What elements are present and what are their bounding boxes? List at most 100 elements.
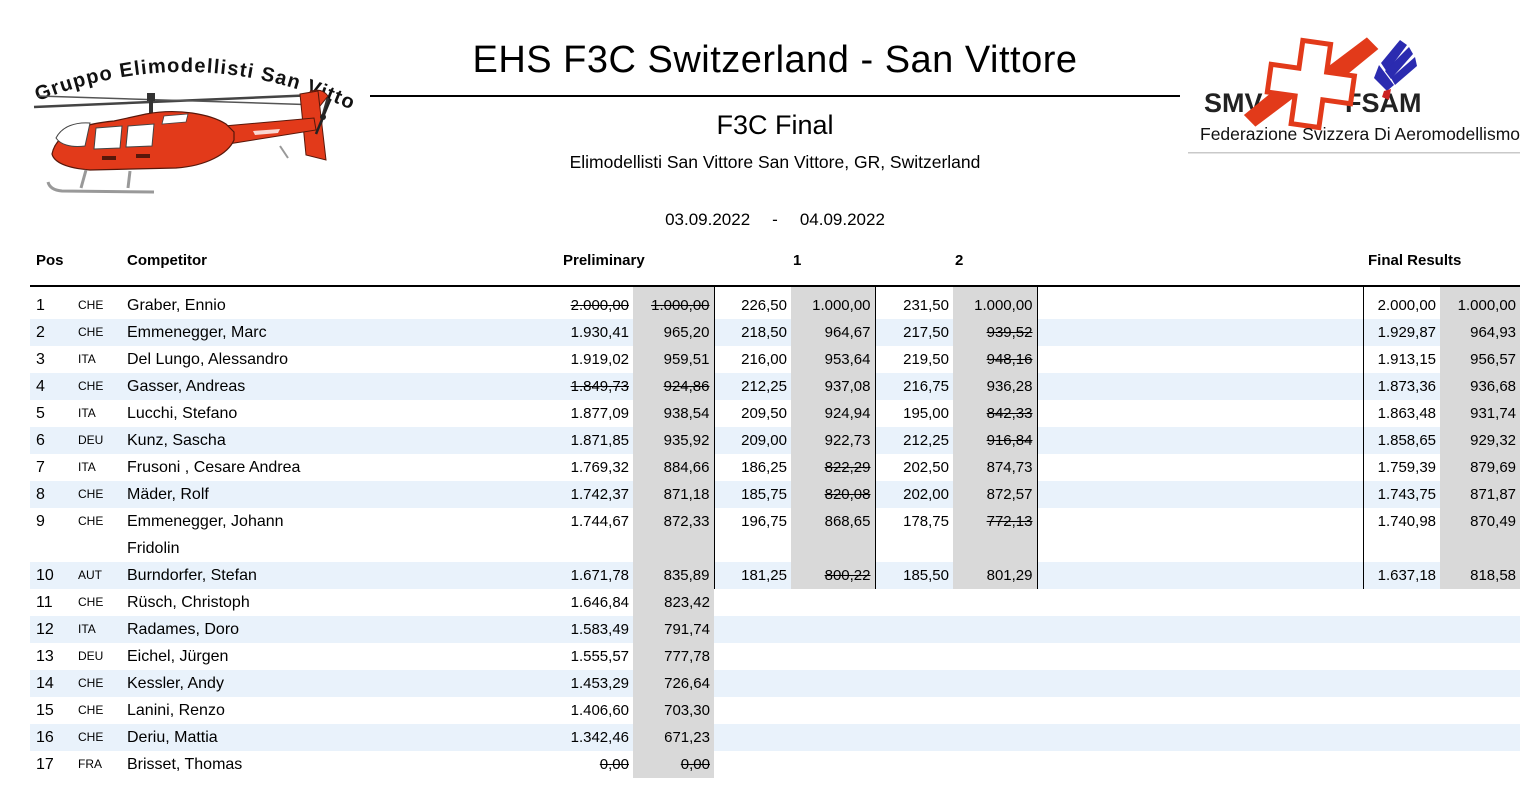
score-cell: 801,29 bbox=[953, 562, 1038, 589]
results-table: Pos Competitor Preliminary 1 2 Final Res… bbox=[30, 246, 1521, 778]
position-cell: 7 bbox=[36, 459, 45, 476]
score-cell: 1.877,09 bbox=[570, 405, 629, 422]
spacer-cell bbox=[1037, 481, 1363, 508]
competitor-name-cell: Emmenegger, Marc bbox=[127, 324, 267, 341]
position-cell: 15 bbox=[36, 702, 54, 719]
table-row: 3 ITA Del Lungo, Alessandro 1.919,02 959,51 2… bbox=[30, 346, 1521, 373]
score-cell bbox=[875, 643, 953, 670]
score-cell bbox=[953, 616, 1037, 643]
score-cell: 872,57 bbox=[953, 481, 1038, 508]
score-cell: 931,74 bbox=[1440, 400, 1521, 427]
title-rule bbox=[370, 94, 1180, 97]
score-cell: 820,08 bbox=[791, 481, 876, 508]
score-cell bbox=[875, 724, 953, 751]
score-cell: 703,30 bbox=[633, 697, 714, 724]
country-cell: CHE bbox=[78, 298, 104, 312]
score-cell bbox=[791, 643, 875, 670]
score-cell: 202,50 bbox=[903, 459, 949, 476]
col-header-final-results: Final Results bbox=[1363, 246, 1521, 287]
score-cell: 818,58 bbox=[1440, 562, 1521, 589]
score-cell: 924,86 bbox=[633, 373, 715, 400]
score-cell: 2.000,00 bbox=[1362, 286, 1440, 319]
spacer-cell bbox=[1037, 508, 1363, 562]
competitor-name-cell: Mäder, Rolf bbox=[127, 486, 209, 503]
score-cell: 185,75 bbox=[741, 486, 787, 503]
score-cell: 1.871,85 bbox=[570, 432, 629, 449]
score-cell: 212,25 bbox=[903, 432, 949, 449]
score-cell: 1.858,65 bbox=[1362, 427, 1440, 454]
table-row: 5 ITA Lucchi, Stefano 1.877,09 938,54 209,50 9… bbox=[30, 400, 1521, 427]
score-cell: 938,54 bbox=[633, 400, 715, 427]
spacer-cell bbox=[1037, 427, 1363, 454]
score-cell bbox=[953, 589, 1037, 616]
score-cell bbox=[791, 670, 875, 697]
score-cell bbox=[791, 724, 875, 751]
spacer-cell bbox=[1037, 697, 1363, 724]
score-cell: 964,67 bbox=[791, 319, 876, 346]
table-row: 2 CHE Emmenegger, Marc 1.930,41 965,20 218,50… bbox=[30, 319, 1521, 346]
score-cell: 1.759,39 bbox=[1362, 454, 1440, 481]
results-table-body: 1 CHE Graber, Ennio 2.000,00 1.000,00 226,50 1… bbox=[30, 286, 1521, 778]
score-cell: 937,08 bbox=[791, 373, 876, 400]
table-row: 15 CHE Lanini, Renzo 1.406,60 703,30 bbox=[30, 697, 1520, 724]
table-row: 10 AUT Burndorfer, Stefan 1.671,78 835,89 181… bbox=[30, 562, 1521, 589]
score-cell bbox=[953, 670, 1037, 697]
score-cell: 929,32 bbox=[1440, 427, 1521, 454]
position-cell: 8 bbox=[36, 486, 45, 503]
score-cell: 212,25 bbox=[741, 378, 787, 395]
table-row: 4 CHE Gasser, Andreas 1.849,73 924,86 212,25 9… bbox=[30, 373, 1521, 400]
score-cell: 1.000,00 bbox=[633, 286, 715, 319]
spacer-cell bbox=[1037, 751, 1363, 778]
table-row: 9 CHE Emmenegger, Johann Fridolin 1.744,67 8… bbox=[30, 508, 1521, 562]
score-cell bbox=[1363, 724, 1440, 751]
position-cell: 1 bbox=[36, 297, 45, 314]
table-row: 11 CHE Rüsch, Christoph 1.646,84 823,42 bbox=[30, 589, 1520, 616]
date-from: 03.09.2022 bbox=[665, 209, 751, 229]
score-cell: 1.913,15 bbox=[1362, 346, 1440, 373]
competitor-name-cell: Del Lungo, Alessandro bbox=[127, 351, 288, 368]
competitor-name-cell: Deriu, Mattia bbox=[127, 729, 218, 746]
position-cell: 3 bbox=[36, 351, 45, 368]
date-separator: - bbox=[772, 209, 778, 229]
position-cell: 2 bbox=[36, 324, 45, 341]
event-subtitle: F3C Final bbox=[716, 109, 834, 140]
score-cell: 879,69 bbox=[1440, 454, 1521, 481]
score-cell: 726,64 bbox=[633, 670, 714, 697]
score-cell: 1.342,46 bbox=[570, 729, 629, 746]
position-cell: 13 bbox=[36, 648, 54, 665]
score-cell: 216,00 bbox=[741, 351, 787, 368]
score-cell bbox=[1363, 589, 1440, 616]
score-cell: 0,00 bbox=[633, 751, 714, 778]
score-cell: 1.929,87 bbox=[1362, 319, 1440, 346]
score-cell: 195,00 bbox=[903, 405, 949, 422]
score-cell: 936,28 bbox=[953, 373, 1038, 400]
score-cell: 216,75 bbox=[903, 378, 949, 395]
competitor-name-cell: Rüsch, Christoph bbox=[127, 594, 250, 611]
competitor-name-cell: Brisset, Thomas bbox=[127, 756, 243, 773]
table-row: 17 FRA Brisset, Thomas 0,00 0,00 bbox=[30, 751, 1520, 778]
score-cell bbox=[714, 724, 791, 751]
score-cell: 181,25 bbox=[741, 567, 787, 584]
position-cell: 4 bbox=[36, 378, 45, 395]
event-title: EHS F3C Switzerland - San Vittore bbox=[472, 39, 1078, 81]
score-cell: 964,93 bbox=[1440, 319, 1521, 346]
score-cell: 209,50 bbox=[741, 405, 787, 422]
score-cell: 1.583,49 bbox=[570, 621, 629, 638]
score-cell: 1.873,36 bbox=[1362, 373, 1440, 400]
country-cell: CHE bbox=[78, 703, 104, 717]
score-cell: 791,74 bbox=[633, 616, 714, 643]
score-cell: 884,66 bbox=[633, 454, 715, 481]
score-cell bbox=[875, 616, 953, 643]
club-logo: Gruppo Elimodellisti San Vittore bbox=[22, 19, 358, 198]
position-cell: 10 bbox=[36, 567, 54, 584]
score-cell: 186,25 bbox=[741, 459, 787, 476]
spacer-cell bbox=[1037, 643, 1363, 670]
score-cell bbox=[1363, 643, 1440, 670]
col-header-country bbox=[75, 246, 122, 287]
score-cell: 1.849,73 bbox=[570, 378, 629, 395]
table-header-row: Pos Competitor Preliminary 1 2 Final Res… bbox=[30, 246, 1521, 287]
score-cell bbox=[953, 724, 1037, 751]
score-cell: 1.406,60 bbox=[570, 702, 629, 719]
score-cell bbox=[1440, 643, 1520, 670]
competitor-name-cell: Emmenegger, Johann Fridolin bbox=[127, 513, 284, 557]
